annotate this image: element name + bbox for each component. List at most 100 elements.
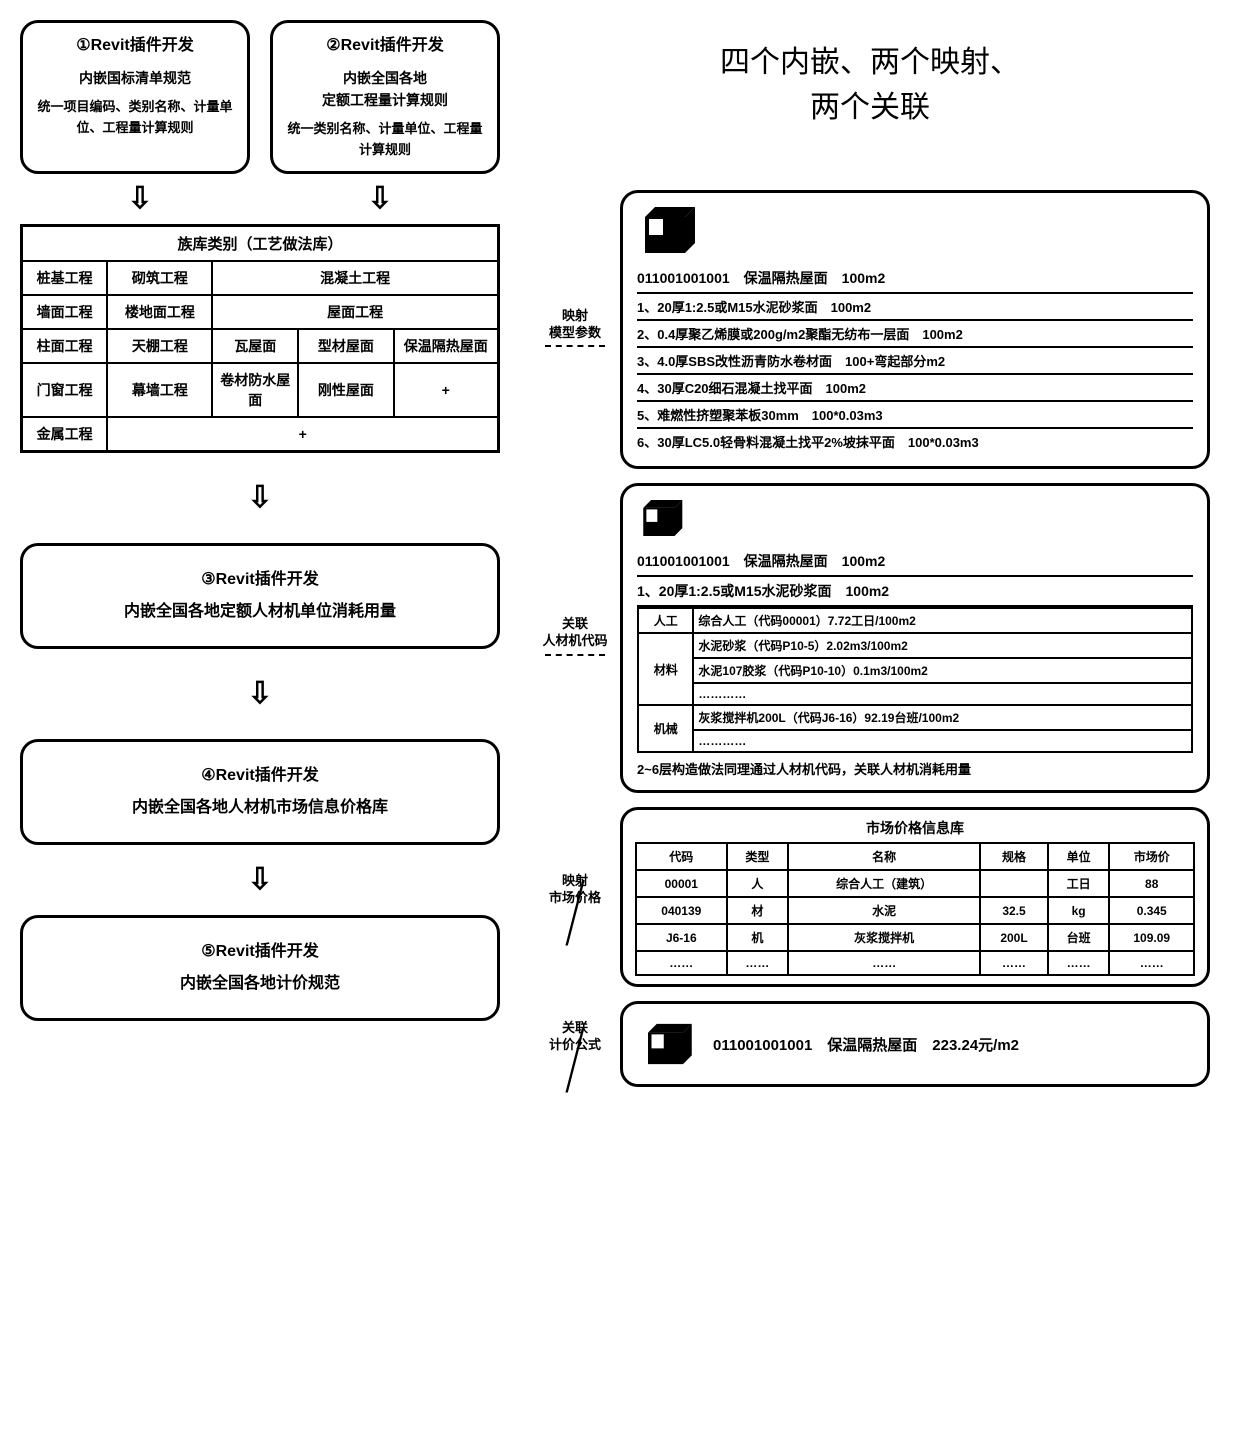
box2-desc: 统一类别名称、计量单位、工程量计算规则 bbox=[287, 119, 483, 161]
rel-row-2: 关联 人材机代码 011001001001 保温隔热屋面 100m2 1、20厚… bbox=[530, 483, 1210, 793]
conn1-l2: 模型参数 bbox=[549, 325, 601, 342]
pc1: 类型 bbox=[727, 843, 789, 870]
mat-txt1: 水泥砂浆（代码P10-5）2.02m3/100m2 bbox=[693, 633, 1192, 658]
labor-txt: 综合人工（代码00001）7.72工日/100m2 bbox=[693, 608, 1192, 633]
box-plugin-3: ③Revit插件开发 内嵌全国各地定额人材机单位消耗用量 bbox=[20, 543, 500, 649]
price-title: 市场价格信息库 bbox=[635, 818, 1195, 838]
card1-hdr: 011001001001 保温隔热屋面 100m2 bbox=[637, 264, 1193, 294]
slash-icon: ╱ bbox=[567, 1047, 584, 1075]
pr: 00001 bbox=[636, 870, 727, 897]
step3-title: ③Revit插件开发 bbox=[37, 564, 483, 596]
top-boxes: ①Revit插件开发 内嵌国标清单规范 统一项目编码、类别名称、计量单位、工程量… bbox=[20, 20, 500, 174]
card2-sub: 1、20厚1:2.5或M15水泥砂浆面 100m2 bbox=[637, 577, 1193, 607]
card2-hdr: 011001001001 保温隔热屋面 100m2 bbox=[637, 547, 1193, 577]
lib-r4-h: 金属工程 bbox=[22, 417, 108, 452]
rel-row-3: 映射 市场价格 ╱ 市场价格信息库 代码 类型 名称 规格 单位 市场价 bbox=[530, 807, 1210, 987]
pr: 台班 bbox=[1048, 924, 1110, 951]
step5-desc: 内嵌全国各地计价规范 bbox=[37, 968, 483, 1000]
cat-machine: 机械 bbox=[638, 705, 693, 752]
step4-title: ④Revit插件开发 bbox=[37, 760, 483, 792]
pc3: 规格 bbox=[980, 843, 1048, 870]
pr: 水泥 bbox=[788, 897, 980, 924]
step5-title: ⑤Revit插件开发 bbox=[37, 936, 483, 968]
card-model-params: 011001001001 保温隔热屋面 100m2 1、20厚1:2.5或M15… bbox=[620, 190, 1210, 469]
pc5: 市场价 bbox=[1109, 843, 1194, 870]
arrow-icon: ⇩ bbox=[20, 483, 500, 513]
pr bbox=[980, 870, 1048, 897]
lib-r0-c0: 砌筑工程 bbox=[107, 261, 212, 295]
lib-r1-h: 墙面工程 bbox=[22, 295, 108, 329]
cat-material: 材料 bbox=[638, 633, 693, 705]
pr: 0.345 bbox=[1109, 897, 1194, 924]
mach-txt1: 灰浆搅拌机200L（代码J6-16）92.19台班/100m2 bbox=[693, 705, 1192, 730]
lib-title: 族库类别（工艺做法库） bbox=[22, 225, 499, 261]
pr: …… bbox=[636, 951, 727, 975]
conn2-l2: 人材机代码 bbox=[542, 633, 607, 650]
lib-r4-c0: + bbox=[107, 417, 498, 452]
box1-title: ①Revit插件开发 bbox=[37, 33, 233, 59]
card5-txt: 011001001001 保温隔热屋面 223.24元/m2 bbox=[713, 1034, 1019, 1055]
pr: …… bbox=[1109, 951, 1194, 975]
pr: 综合人工（建筑） bbox=[788, 870, 980, 897]
card1-l0: 1、20厚1:2.5或M15水泥砂浆面 100m2 bbox=[637, 294, 1193, 321]
pr: 040139 bbox=[636, 897, 727, 924]
pr: 88 bbox=[1109, 870, 1194, 897]
left-column: ①Revit插件开发 内嵌国标清单规范 统一项目编码、类别名称、计量单位、工程量… bbox=[20, 20, 500, 1101]
conn2-l1: 关联 bbox=[562, 616, 588, 633]
box2-sub2: 定额工程量计算规则 bbox=[287, 89, 483, 111]
mach-txt2: ………… bbox=[693, 730, 1192, 752]
library-table: 族库类别（工艺做法库） 桩基工程 砌筑工程 混凝土工程 墙面工程 楼地面工程 屋… bbox=[20, 224, 500, 453]
box2-title: ②Revit插件开发 bbox=[287, 33, 483, 59]
pr: 32.5 bbox=[980, 897, 1048, 924]
card1-l4: 5、难燃性挤塑聚苯板30mm 100*0.03m3 bbox=[637, 402, 1193, 429]
cube-icon bbox=[641, 1022, 697, 1066]
conn-4: 关联 计价公式 ╱ bbox=[530, 1020, 620, 1068]
arrow-icon: ⇩ bbox=[20, 865, 500, 895]
card1-l1: 2、0.4厚聚乙烯膜或200g/m2聚酯无纺布一层面 100m2 bbox=[637, 321, 1193, 348]
pr: 材 bbox=[727, 897, 789, 924]
box-plugin-2: ②Revit插件开发 内嵌全国各地 定额工程量计算规则 统一类别名称、计量单位、… bbox=[270, 20, 500, 174]
card1-l2: 3、4.0厚SBS改性沥青防水卷材面 100+弯起部分m2 bbox=[637, 348, 1193, 375]
arrow-row-1: ⇩ ⇩ bbox=[20, 184, 500, 214]
resource-table: 人工 综合人工（代码00001）7.72工日/100m2 材料 水泥砂浆（代码P… bbox=[637, 607, 1193, 753]
slash-icon: ╱ bbox=[567, 900, 584, 928]
lib-r3-c3: + bbox=[394, 363, 499, 417]
pc4: 单位 bbox=[1048, 843, 1110, 870]
dash-line bbox=[545, 345, 605, 347]
pr: kg bbox=[1048, 897, 1110, 924]
lib-r2-c0: 天棚工程 bbox=[107, 329, 212, 363]
title-l1: 四个内嵌、两个映射、 bbox=[560, 40, 1180, 85]
pc0: 代码 bbox=[636, 843, 727, 870]
cube-icon bbox=[637, 498, 687, 538]
page: ①Revit插件开发 内嵌国标清单规范 统一项目编码、类别名称、计量单位、工程量… bbox=[20, 20, 1220, 1101]
pr: …… bbox=[1048, 951, 1110, 975]
main-title: 四个内嵌、两个映射、 两个关联 bbox=[530, 20, 1210, 150]
lib-r3-c0: 幕墙工程 bbox=[107, 363, 212, 417]
lib-r0-h: 桩基工程 bbox=[22, 261, 108, 295]
price-table: 代码 类型 名称 规格 单位 市场价 00001 人 综合人工（建筑） 工日 8… bbox=[635, 842, 1195, 976]
card-result: 011001001001 保温隔热屋面 223.24元/m2 bbox=[620, 1001, 1210, 1087]
cat-labor: 人工 bbox=[638, 608, 693, 633]
box2-sub1: 内嵌全国各地 bbox=[287, 67, 483, 89]
arrow-icon: ⇩ bbox=[367, 184, 392, 214]
arrow-icon: ⇩ bbox=[20, 679, 500, 709]
mat-txt3: ………… bbox=[693, 683, 1192, 705]
pr: …… bbox=[788, 951, 980, 975]
card2-foot: 2~6层构造做法同理通过人材机代码，关联人材机消耗用量 bbox=[637, 753, 1193, 778]
box1-sub: 内嵌国标清单规范 bbox=[37, 67, 233, 89]
card1-l5: 6、30厚LC5.0轻骨料混凝土找平2%坡抹平面 100*0.03m3 bbox=[637, 429, 1193, 454]
lib-r1-c1: 屋面工程 bbox=[212, 295, 498, 329]
pr: 109.09 bbox=[1109, 924, 1194, 951]
conn-3: 映射 市场价格 ╱ bbox=[530, 873, 620, 921]
pr: …… bbox=[727, 951, 789, 975]
card-price-db: 市场价格信息库 代码 类型 名称 规格 单位 市场价 00001 人 综合人工（… bbox=[620, 807, 1210, 987]
cube-icon bbox=[637, 205, 701, 255]
mat-txt2: 水泥107胶浆（代码P10-10）0.1m3/100m2 bbox=[693, 658, 1192, 683]
lib-r3-c1: 卷材防水屋面 bbox=[212, 363, 298, 417]
rel-row-4: 关联 计价公式 ╱ 011001001001 保温隔热屋面 223.24元/m2 bbox=[530, 1001, 1210, 1087]
conn-2: 关联 人材机代码 bbox=[530, 616, 620, 660]
pc2: 名称 bbox=[788, 843, 980, 870]
lib-r2-c3: 保温隔热屋面 bbox=[394, 329, 499, 363]
pr: …… bbox=[980, 951, 1048, 975]
arrow-icon: ⇩ bbox=[127, 184, 152, 214]
